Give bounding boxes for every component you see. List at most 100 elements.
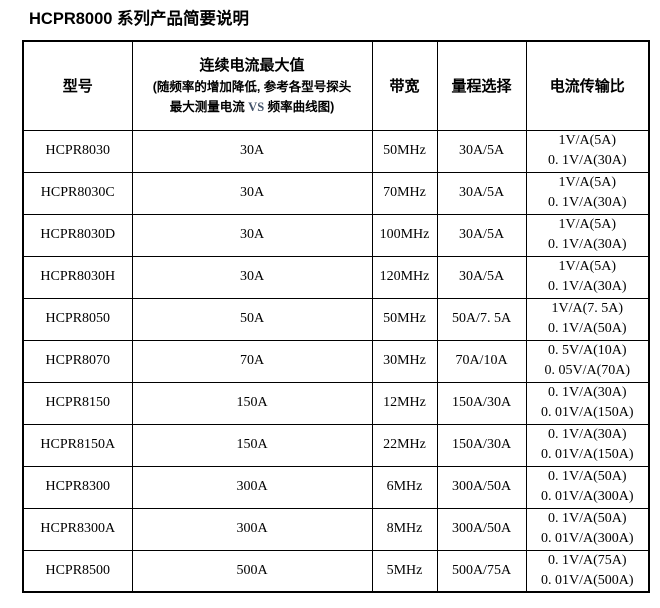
cell-ratio: 0. 5V/A(10A) 0. 05V/A(70A): [525, 339, 650, 383]
cell-bandwidth: 22MHz: [371, 423, 438, 467]
ratio-line-1: 1V/A(5A): [558, 133, 617, 148]
cell-max-current: 500A: [131, 549, 373, 593]
table-body: HCPR8030 30A 50MHz 30A/5A 1V/A(5A) 0. 1V…: [22, 129, 650, 593]
header-max-current-note-line2: 最大测量电流 VS 频率曲线图): [133, 97, 371, 117]
cell-max-current: 70A: [131, 339, 373, 383]
table-row: HCPR8030H 30A 120MHz 30A/5A 1V/A(5A) 0. …: [22, 255, 650, 299]
cell-bandwidth: 50MHz: [371, 129, 438, 173]
cell-max-current: 300A: [131, 465, 373, 509]
cell-model: HCPR8300: [22, 465, 133, 509]
cell-model: HCPR8150A: [22, 423, 133, 467]
cell-range: 300A/50A: [436, 465, 527, 509]
ratio-line-2: 0. 1V/A(50A): [547, 321, 627, 336]
ratio-line-1: 1V/A(7. 5A): [551, 301, 624, 316]
cell-range: 30A/5A: [436, 171, 527, 215]
page-title: HCPR8000 系列产品简要说明: [29, 10, 250, 28]
ratio-line-2: 0. 01V/A(150A): [540, 405, 634, 420]
ratio-line-1: 0. 1V/A(30A): [547, 385, 627, 400]
header-model: 型号: [22, 40, 133, 131]
cell-model: HCPR8300A: [22, 507, 133, 551]
note-line2-post: 频率曲线图): [264, 99, 335, 114]
table-row: HCPR8030C 30A 70MHz 30A/5A 1V/A(5A) 0. 1…: [22, 171, 650, 215]
ratio-line-2: 0. 01V/A(150A): [540, 447, 634, 462]
header-ratio: 电流传输比: [525, 40, 650, 131]
cell-model: HCPR8030H: [22, 255, 133, 299]
ratio-line-1: 0. 1V/A(30A): [547, 427, 627, 442]
table-row: HCPR8500 500A 5MHz 500A/75A 0. 1V/A(75A)…: [22, 549, 650, 593]
cell-range: 70A/10A: [436, 339, 527, 383]
header-max-current: 连续电流最大值 (随频率的增加降低, 参考各型号探头 最大测量电流 VS 频率曲…: [131, 40, 373, 131]
ratio-line-2: 0. 1V/A(30A): [547, 195, 627, 210]
cell-range: 50A/7. 5A: [436, 297, 527, 341]
cell-max-current: 150A: [131, 423, 373, 467]
ratio-line-1: 1V/A(5A): [558, 175, 617, 190]
ratio-line-2: 0. 01V/A(500A): [540, 572, 634, 588]
cell-ratio: 1V/A(5A) 0. 1V/A(30A): [525, 255, 650, 299]
cell-bandwidth: 50MHz: [371, 297, 438, 341]
cell-model: HCPR8150: [22, 381, 133, 425]
cell-max-current: 150A: [131, 381, 373, 425]
cell-range: 30A/5A: [436, 255, 527, 299]
cell-bandwidth: 12MHz: [371, 381, 438, 425]
cell-max-current: 50A: [131, 297, 373, 341]
table-row: HCPR8300 300A 6MHz 300A/50A 0. 1V/A(50A)…: [22, 465, 650, 509]
product-spec-table: 型号 连续电流最大值 (随频率的增加降低, 参考各型号探头 最大测量电流 VS …: [22, 40, 650, 593]
cell-bandwidth: 6MHz: [371, 465, 438, 509]
cell-max-current: 30A: [131, 129, 373, 173]
cell-ratio: 0. 1V/A(50A) 0. 01V/A(300A): [525, 465, 650, 509]
cell-model: HCPR8070: [22, 339, 133, 383]
ratio-line-1: 0. 5V/A(10A): [547, 343, 627, 358]
cell-max-current: 30A: [131, 213, 373, 257]
note-vs-text: VS: [248, 99, 265, 114]
cell-ratio: 0. 1V/A(30A) 0. 01V/A(150A): [525, 423, 650, 467]
ratio-line-1: 0. 1V/A(50A): [547, 469, 627, 484]
cell-ratio: 1V/A(5A) 0. 1V/A(30A): [525, 129, 650, 173]
cell-bandwidth: 70MHz: [371, 171, 438, 215]
ratio-line-2: 0. 01V/A(300A): [540, 531, 634, 546]
cell-max-current: 300A: [131, 507, 373, 551]
cell-model: HCPR8030: [22, 129, 133, 173]
table-row: HCPR8150A 150A 22MHz 150A/30A 0. 1V/A(30…: [22, 423, 650, 467]
table-row: HCPR8030D 30A 100MHz 30A/5A 1V/A(5A) 0. …: [22, 213, 650, 257]
cell-bandwidth: 5MHz: [371, 549, 438, 593]
header-range: 量程选择: [436, 40, 527, 131]
table-row: HCPR8050 50A 50MHz 50A/7. 5A 1V/A(7. 5A)…: [22, 297, 650, 341]
cell-range: 300A/50A: [436, 507, 527, 551]
table-row: HCPR8300A 300A 8MHz 300A/50A 0. 1V/A(50A…: [22, 507, 650, 551]
cell-ratio: 0. 1V/A(75A) 0. 01V/A(500A): [525, 549, 650, 593]
cell-range: 150A/30A: [436, 423, 527, 467]
ratio-line-1: 0. 1V/A(50A): [547, 511, 627, 526]
cell-ratio: 0. 1V/A(30A) 0. 01V/A(150A): [525, 381, 650, 425]
cell-range: 30A/5A: [436, 129, 527, 173]
cell-bandwidth: 120MHz: [371, 255, 438, 299]
ratio-line-1: 0. 1V/A(75A): [547, 552, 627, 568]
cell-range: 150A/30A: [436, 381, 527, 425]
ratio-line-2: 0. 1V/A(30A): [547, 279, 627, 294]
header-row: 型号 连续电流最大值 (随频率的增加降低, 参考各型号探头 最大测量电流 VS …: [22, 40, 650, 131]
table-row: HCPR8150 150A 12MHz 150A/30A 0. 1V/A(30A…: [22, 381, 650, 425]
ratio-line-2: 0. 01V/A(300A): [540, 489, 634, 504]
cell-model: HCPR8500: [22, 549, 133, 593]
header-max-current-title: 连续电流最大值: [199, 56, 305, 74]
cell-model: HCPR8030C: [22, 171, 133, 215]
cell-ratio: 1V/A(5A) 0. 1V/A(30A): [525, 171, 650, 215]
cell-range: 30A/5A: [436, 213, 527, 257]
table-row: HCPR8030 30A 50MHz 30A/5A 1V/A(5A) 0. 1V…: [22, 129, 650, 173]
cell-bandwidth: 100MHz: [371, 213, 438, 257]
header-max-current-note-line1: (随频率的增加降低, 参考各型号探头: [152, 79, 352, 94]
ratio-line-1: 1V/A(5A): [558, 259, 617, 274]
note-line2-pre: 最大测量电流: [169, 99, 249, 114]
ratio-line-1: 1V/A(5A): [558, 217, 617, 232]
ratio-line-2: 0. 05V/A(70A): [544, 363, 631, 378]
ratio-line-2: 0. 1V/A(30A): [547, 153, 627, 168]
cell-ratio: 1V/A(5A) 0. 1V/A(30A): [525, 213, 650, 257]
cell-bandwidth: 8MHz: [371, 507, 438, 551]
cell-max-current: 30A: [131, 255, 373, 299]
cell-bandwidth: 30MHz: [371, 339, 438, 383]
cell-model: HCPR8050: [22, 297, 133, 341]
cell-ratio: 1V/A(7. 5A) 0. 1V/A(50A): [525, 297, 650, 341]
cell-model: HCPR8030D: [22, 213, 133, 257]
table-row: HCPR8070 70A 30MHz 70A/10A 0. 5V/A(10A) …: [22, 339, 650, 383]
cell-ratio: 0. 1V/A(50A) 0. 01V/A(300A): [525, 507, 650, 551]
ratio-line-2: 0. 1V/A(30A): [547, 237, 627, 252]
